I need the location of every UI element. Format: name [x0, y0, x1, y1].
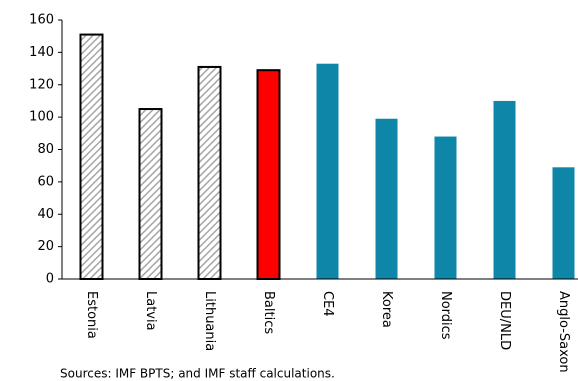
y-tick-label: 80: [37, 142, 54, 157]
x-tick-label: Nordics: [438, 291, 453, 340]
y-tick-label: 100: [29, 110, 54, 125]
source-note: Sources: IMF BPTS; and IMF staff calcula…: [60, 367, 335, 381]
x-tick-label: CE4: [320, 291, 335, 317]
y-tick-label: 120: [29, 77, 54, 92]
y-tick-label: 140: [29, 45, 54, 60]
bar: [256, 69, 281, 281]
bar: [316, 63, 339, 279]
x-tick-label: Latvia: [143, 291, 158, 331]
bar: [375, 118, 398, 280]
x-tick-label: Anglo-Saxon: [556, 291, 571, 373]
bar: [434, 136, 457, 279]
bar: [79, 33, 104, 280]
bar: [493, 100, 516, 279]
y-tick-label: 0: [46, 272, 54, 287]
x-tick-label: Lithuania: [202, 291, 217, 351]
x-tick-label: Korea: [379, 291, 394, 328]
x-tick-label: DEU/NLD: [497, 291, 512, 350]
y-tick-label: 40: [37, 207, 54, 222]
bar: [138, 108, 163, 280]
x-tick-label: Estonia: [84, 291, 99, 339]
y-tick-label: 20: [37, 239, 54, 254]
y-tick-label: 60: [37, 174, 54, 189]
bar: [552, 167, 575, 279]
x-tick-label: Baltics: [261, 291, 276, 334]
y-tick-label: 160: [29, 13, 54, 28]
bar: [197, 65, 222, 280]
